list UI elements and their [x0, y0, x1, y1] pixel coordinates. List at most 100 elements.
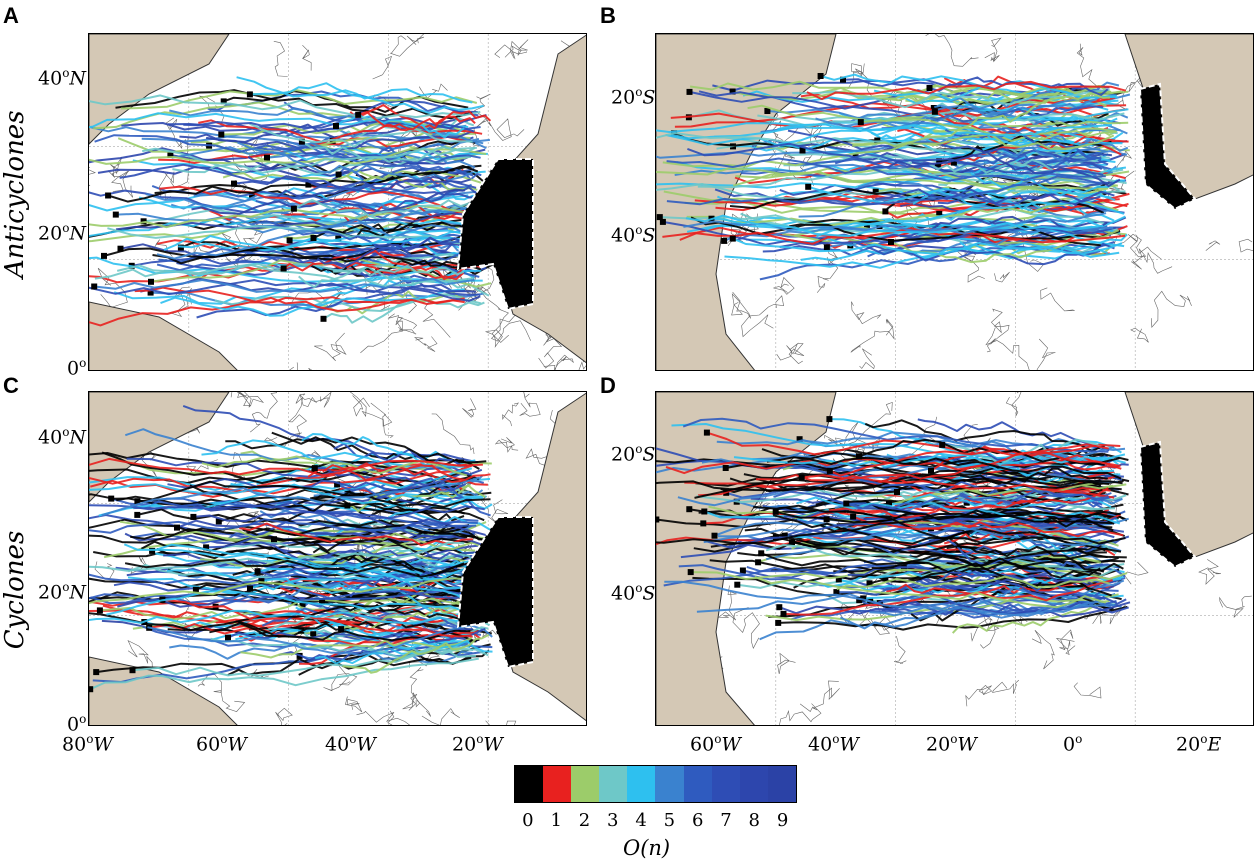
- eddy-track: [656, 167, 1109, 196]
- bathymetry-contour: [264, 432, 302, 447]
- bathymetry-contour: [1130, 327, 1149, 343]
- bathymetry-contour: [349, 392, 394, 439]
- bathymetry-contour: [741, 295, 784, 338]
- eddy-track: [798, 195, 1112, 220]
- colorbar-tick-label: 8: [748, 810, 760, 831]
- track-end-marker: [894, 489, 900, 495]
- eddy-track: [115, 203, 489, 233]
- lon-tick-c-60w: 60oW: [196, 732, 247, 756]
- track-end-marker: [805, 183, 812, 190]
- panel-letter-b: B: [600, 3, 616, 28]
- eddy-track: [101, 476, 480, 517]
- eddy-track: [94, 134, 474, 177]
- track-end-marker: [701, 508, 708, 515]
- track-end-marker: [888, 239, 894, 245]
- lon-tick-c-80w: 80oW: [62, 732, 113, 756]
- eddy-track: [156, 218, 468, 260]
- track-end-marker: [215, 518, 222, 525]
- bathymetry-contour: [776, 342, 805, 364]
- eddy-track: [179, 129, 474, 155]
- track-end-marker: [780, 610, 787, 617]
- bathymetry-contour: [472, 93, 491, 147]
- track-end-marker: [833, 589, 840, 596]
- bathymetry-contour: [495, 437, 519, 453]
- eddy-track: [244, 541, 464, 561]
- bathymetry-contour: [422, 302, 451, 338]
- track-end-marker: [177, 244, 184, 251]
- eddy-track: [282, 510, 492, 537]
- eddy-track: [121, 113, 487, 135]
- track-end-marker: [856, 597, 863, 604]
- track-end-marker: [134, 498, 141, 505]
- eddy-track: [239, 522, 473, 547]
- bathymetry-contour: [288, 393, 308, 438]
- eddy-track: [89, 94, 481, 121]
- bathymetry-contour: [984, 37, 1002, 63]
- track-end-marker: [286, 237, 293, 244]
- track-end-marker: [246, 91, 253, 98]
- map-panel-c: [88, 391, 587, 726]
- bathymetry-contour: [485, 720, 517, 725]
- eddy-track: [89, 452, 464, 485]
- bathymetry-contour: [816, 247, 839, 293]
- eddy-track: [869, 579, 1125, 617]
- eddy-track: [951, 599, 1110, 634]
- eddy-track: [858, 438, 1120, 466]
- bathymetry-contour: [402, 692, 432, 717]
- eddy-track: [733, 453, 1126, 468]
- eddy-track: [315, 640, 493, 665]
- lon-tick-c-20w: 20oW: [452, 732, 503, 756]
- eddy-track: [953, 150, 1105, 169]
- eddy-track: [842, 78, 1106, 97]
- bathymetry-contour: [1031, 629, 1055, 670]
- colorbar-swatch: [599, 766, 628, 802]
- eddy-track: [946, 545, 1124, 572]
- bathymetry-contour: [494, 44, 527, 60]
- map-panel-d: [655, 391, 1254, 726]
- bathymetry-contour: [859, 348, 875, 370]
- track-end-marker: [91, 283, 98, 290]
- colorbar-tick-label: 6: [691, 810, 704, 831]
- map-panel-a: [88, 33, 587, 371]
- eddy-track: [800, 245, 1108, 261]
- colorbar-swatch: [739, 766, 768, 802]
- track-end-marker: [781, 532, 788, 539]
- eddy-track: [912, 190, 1116, 211]
- track-end-marker: [148, 278, 154, 285]
- eddy-track: [249, 569, 485, 591]
- bathymetry-contour: [851, 301, 882, 325]
- track-end-marker: [729, 235, 736, 242]
- track-end-marker: [231, 180, 237, 187]
- bathymetry-contour: [925, 34, 979, 67]
- eddy-track: [337, 199, 488, 240]
- eddy-track: [875, 188, 1115, 206]
- eddy-track: [937, 193, 1101, 207]
- eddy-track: [917, 418, 1110, 452]
- bathymetry-contour: [484, 308, 510, 348]
- bathymetry-contour: [779, 703, 822, 725]
- bathymetry-contour: [970, 611, 1000, 642]
- eddy-track: [828, 487, 1109, 519]
- bathymetry-contour: [782, 123, 832, 149]
- colorbar-title: O(n): [623, 836, 671, 860]
- landmass-north-america: [89, 34, 230, 145]
- track-end-marker: [310, 631, 317, 638]
- track-end-marker: [950, 159, 957, 166]
- eddy-track: [836, 575, 1110, 591]
- eddy-track: [130, 500, 478, 526]
- eddy-track: [293, 199, 486, 218]
- bathymetry-contour: [372, 55, 392, 80]
- eddy-track: [169, 641, 469, 660]
- bathymetry-contour: [578, 350, 586, 370]
- track-end-marker: [192, 586, 199, 593]
- bathymetry-contour: [1040, 287, 1075, 312]
- bathymetry-contour: [1055, 637, 1076, 656]
- track-end-marker: [796, 436, 803, 443]
- eddy-track: [776, 195, 1120, 214]
- eddy-track: [754, 575, 1107, 609]
- eddy-track: [978, 138, 1129, 161]
- bathymetry-contour: [1151, 290, 1192, 328]
- bathymetry-contour: [502, 402, 520, 427]
- eddy-track: [357, 110, 492, 131]
- eddy-track: [132, 646, 474, 677]
